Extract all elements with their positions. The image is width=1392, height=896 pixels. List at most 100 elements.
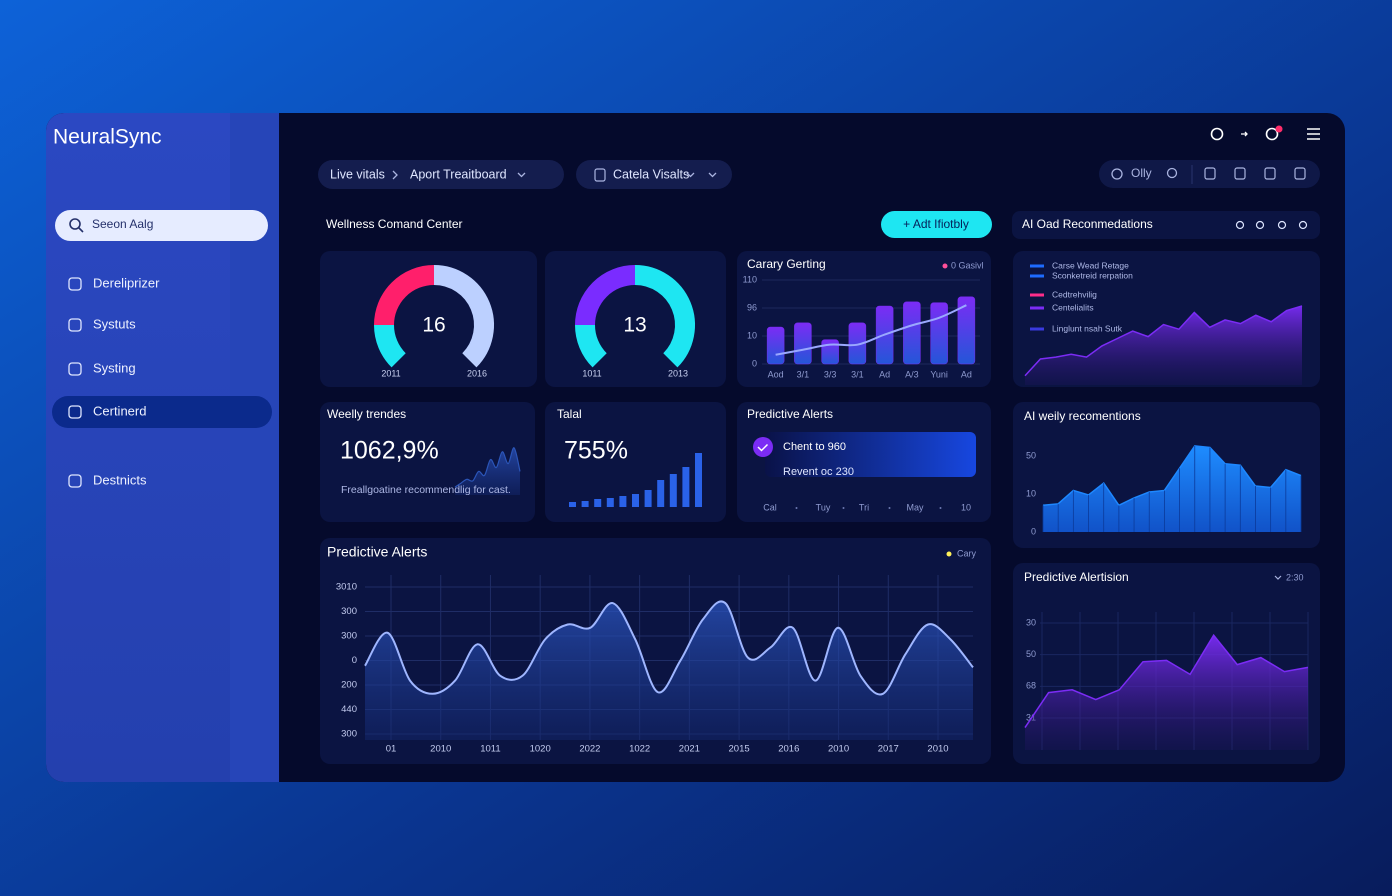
legend-swatch <box>1030 327 1044 331</box>
panel-title: Carary Gerting <box>747 257 826 271</box>
bar <box>569 502 576 507</box>
panel-title: Predictive Alerts <box>747 407 833 421</box>
legend-swatch <box>1030 264 1044 268</box>
line <box>1024 305 1303 377</box>
toolbar-icon[interactable] <box>1111 168 1123 180</box>
alert-item: Revent oc 230 <box>783 466 854 478</box>
y-tick-label: 10 <box>1026 488 1036 498</box>
header-icon[interactable] <box>1277 220 1287 230</box>
breadcrumb-item: Aport Treaitboard <box>410 167 507 181</box>
line <box>1042 445 1302 507</box>
add-button-label: + Adt Ifiotbly <box>903 217 969 231</box>
bar <box>606 498 614 507</box>
legend: Carse Wead Retage <box>1052 260 1129 270</box>
legend: 0 Gasivl <box>951 260 984 270</box>
breadcrumb[interactable] <box>318 160 564 189</box>
toolbar-label: Olly <box>1131 166 1152 180</box>
axis-dot <box>939 507 942 509</box>
gauge-label: 2013 <box>668 368 688 378</box>
toolbar <box>1099 160 1320 188</box>
panel-title: Weelly trendes <box>327 407 406 421</box>
bar <box>682 467 690 507</box>
bar <box>669 474 677 507</box>
legend-swatch <box>1030 306 1044 310</box>
nav-icon <box>68 362 82 376</box>
x-tick-label: 3/1 <box>851 369 864 379</box>
gauge-value: 16 <box>422 314 445 337</box>
header-icon[interactable] <box>1255 220 1265 230</box>
breadcrumb-item: Live vitals <box>330 167 385 181</box>
y-tick-label: 0 <box>1031 526 1036 536</box>
axis-label: May <box>906 502 924 512</box>
toolbar-icon[interactable] <box>1264 167 1276 180</box>
kpi-value: 755% <box>564 437 628 465</box>
nav-icon <box>68 318 82 332</box>
x-tick-label: 2016 <box>778 744 799 755</box>
bar <box>644 490 652 507</box>
x-tick-label: A/3 <box>905 369 919 379</box>
x-tick-label: 01 <box>386 744 397 755</box>
bar <box>581 501 589 507</box>
x-tick-label: 2010 <box>927 744 948 755</box>
y-tick-label: 96 <box>747 302 757 312</box>
logo: NeuralSync <box>53 126 162 149</box>
gauge-label: 2016 <box>467 368 487 378</box>
menu-icon[interactable] <box>1307 128 1320 140</box>
area-fill <box>1025 305 1302 385</box>
toolbar-icon[interactable] <box>1234 167 1246 180</box>
legend: Linglunt nsah Sutk <box>1052 323 1123 333</box>
bar <box>821 339 839 365</box>
toolbar-icon[interactable] <box>1204 167 1216 180</box>
top-icon[interactable] <box>1265 127 1279 141</box>
header-icon[interactable] <box>1298 220 1308 230</box>
legend: Cary <box>957 548 977 558</box>
nav-item: Certinerd <box>93 403 146 418</box>
y-tick-label: 68 <box>1026 681 1036 691</box>
kpi-value: 1062,9% <box>340 437 439 465</box>
x-tick-label: 2015 <box>729 744 750 755</box>
line <box>454 447 521 488</box>
gauge-arc <box>433 265 494 368</box>
y-tick-label: 0 <box>752 358 757 368</box>
top-icon[interactable] <box>1241 131 1248 137</box>
top-icon[interactable] <box>1210 127 1224 141</box>
bar <box>695 453 702 507</box>
header-icon[interactable] <box>1235 220 1245 230</box>
add-button[interactable] <box>881 211 992 238</box>
alert-check <box>753 437 773 457</box>
axis-label: 10 <box>961 502 971 512</box>
axis-label: Cal <box>763 502 777 512</box>
toolbar-icon[interactable] <box>1166 167 1178 179</box>
axis-dot <box>795 507 798 509</box>
bar <box>619 496 627 507</box>
x-tick-label: Aod <box>768 369 784 379</box>
bar <box>794 322 812 365</box>
bar <box>848 322 867 365</box>
search-box[interactable] <box>55 210 268 241</box>
area-fill <box>1025 635 1308 750</box>
area-fill <box>455 447 520 495</box>
search-icon <box>69 218 81 230</box>
chevron <box>392 170 398 180</box>
sidebar <box>46 113 279 782</box>
nav-item: Dereliprizer <box>93 275 160 290</box>
legend-swatch <box>1030 293 1044 297</box>
y-tick-label: 50 <box>1026 649 1036 659</box>
area-fill <box>365 601 973 740</box>
view-select[interactable] <box>576 160 732 189</box>
y-tick-label: 300 <box>341 729 357 740</box>
x-tick-label: Yuni <box>930 369 948 379</box>
nav-item: Destnicts <box>93 472 147 487</box>
x-tick-label: 2010 <box>828 744 849 755</box>
x-tick-label: Ad <box>961 369 972 379</box>
area-fill <box>1043 445 1301 532</box>
y-tick-label: 50 <box>1026 450 1036 460</box>
panel-title: AI weily recomentions <box>1024 409 1141 423</box>
panel-header <box>1012 211 1320 239</box>
gauge-label: 2011 <box>381 368 400 378</box>
toolbar-icon[interactable] <box>1294 167 1306 180</box>
axis-label: Tri <box>859 502 869 512</box>
chevron <box>686 172 717 178</box>
panel <box>737 251 991 387</box>
